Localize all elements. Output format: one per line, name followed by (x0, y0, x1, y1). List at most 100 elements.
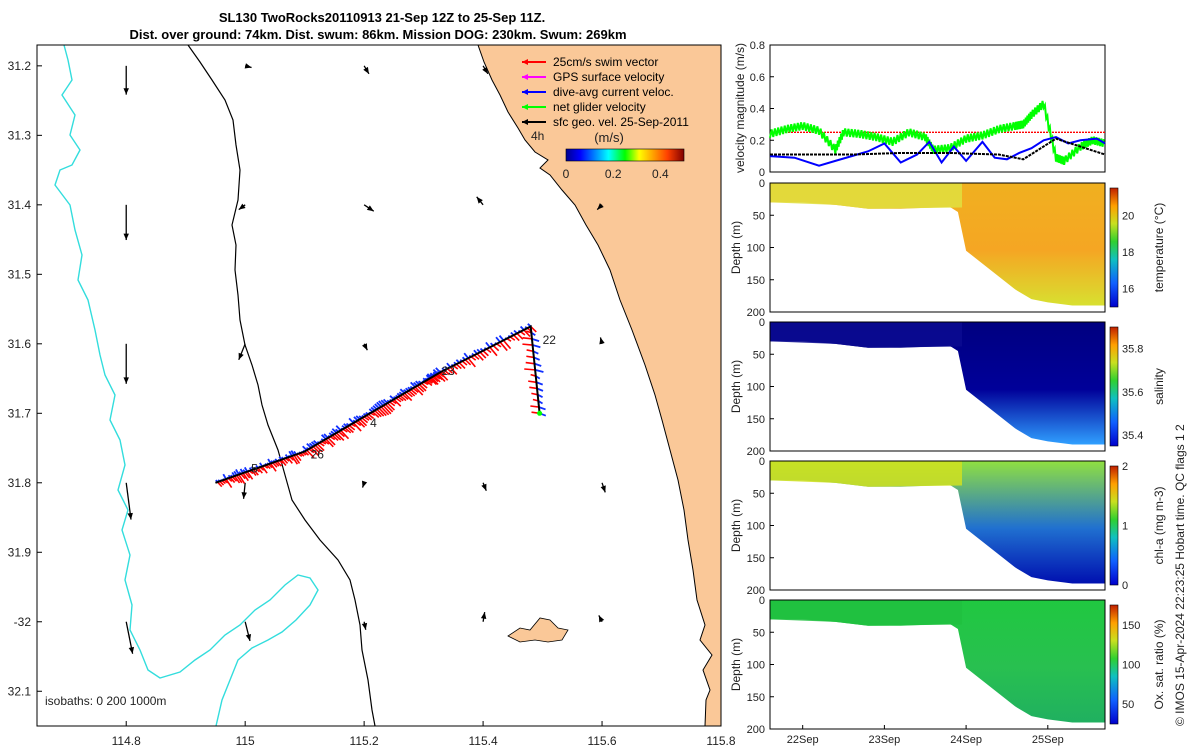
map-x-tick-label: 114.8 (112, 734, 141, 748)
geo-vector-head (244, 63, 252, 69)
swim-vector (357, 419, 366, 428)
track-time-label: 26 (311, 447, 325, 461)
section-y-tick-label: 150 (747, 692, 765, 704)
section-data-field (770, 183, 1105, 306)
geo-vector-head (127, 512, 133, 520)
map-y-tick-label: 31.2 (8, 59, 32, 73)
geo-vector-head (598, 615, 605, 623)
section-y-tick-label: 0 (759, 456, 765, 468)
geo-vector-head (366, 205, 374, 212)
swim-vector (250, 469, 257, 476)
geo-vector (480, 612, 487, 622)
geo-vector (598, 615, 605, 623)
track-time-label: 22 (543, 333, 557, 347)
track-labels: 22 23 4 26 5 (251, 333, 556, 476)
map-x-tick-label: 115.2 (350, 734, 379, 748)
velocity-y-tick-label: 0.4 (750, 104, 765, 116)
geo-vector-head (361, 622, 368, 630)
swim-vector (338, 431, 345, 438)
geo-vector (599, 337, 605, 345)
map-y-ticks: 31.2 31.3 31.4 31.5 31.6 31.7 31.8 31.9 -32 32.1 (8, 59, 42, 698)
geo-vector-head (245, 634, 252, 641)
track-map: 22 23 4 26 5 114.8 115 115.2 115.4 115.6 115.8 31… (8, 44, 736, 748)
swim-vector (287, 456, 293, 464)
current-vector (335, 425, 342, 432)
geo-vector-head (238, 203, 246, 210)
swim-vector (280, 459, 287, 467)
current-vector (495, 336, 501, 343)
swim-vector (236, 474, 243, 484)
swim-vector (367, 413, 375, 420)
speed-colorbar (565, 148, 685, 162)
geo-vector-head (481, 483, 487, 491)
current-vector (531, 337, 540, 342)
swim-vector (253, 468, 259, 476)
geo-vector-head (361, 480, 368, 488)
swim-vector (233, 475, 241, 484)
velocity-series-line (770, 137, 1106, 161)
current-vector (485, 341, 491, 348)
section-colorbar-tick: 1 (1122, 521, 1128, 533)
legend-entry: sfc geo. vel. 25-Sep-2011 (522, 115, 689, 129)
legend-label: dive-avg current veloc. (553, 85, 674, 99)
velocity-series (769, 100, 1106, 167)
legend-label: 25cm/s swim vector (553, 55, 658, 69)
section-colorbar-label: salinity (1152, 368, 1166, 405)
geo-vector (482, 65, 489, 75)
swim-vector (524, 368, 536, 371)
swim-vector (359, 418, 368, 427)
legend-label: sfc geo. vel. 25-Sep-2011 (553, 115, 689, 129)
geo-vector (596, 203, 604, 211)
geo-vector-head (123, 233, 129, 241)
swim-vector (344, 427, 352, 434)
swim-vector (526, 349, 534, 353)
swim-vector (529, 386, 538, 390)
swim-vector (464, 359, 472, 366)
swim-vector (435, 373, 443, 381)
geo-vector-head (238, 352, 244, 360)
velocity-y-tick-label: 0.6 (750, 72, 765, 84)
section-colorbar-tick: 35.4 (1122, 430, 1143, 442)
geo-vector (361, 621, 368, 630)
geo-vector-head (599, 337, 605, 345)
section-y-tick-label: 200 (747, 446, 765, 458)
section-colorbar-tick: 50 (1122, 699, 1134, 711)
geo-vector-head (482, 66, 488, 74)
swim-vector (522, 343, 533, 346)
swim-vector (516, 332, 524, 340)
geo-vector-head (600, 485, 606, 493)
swim-vector (257, 467, 263, 474)
section-colorbar-tick: 18 (1122, 247, 1134, 259)
swim-vector (414, 386, 424, 396)
map-x-tick-label: 115 (236, 734, 255, 748)
geo-vector (123, 65, 129, 95)
swim-vector (418, 383, 427, 392)
section-ylabel: Depth (m) (729, 499, 743, 552)
swim-vector (242, 472, 249, 482)
section-y-tick-label: 50 (753, 627, 765, 639)
geo-vector (362, 343, 368, 351)
swim-vector (378, 407, 387, 417)
swim-vector (384, 403, 394, 413)
swim-vector (246, 471, 254, 480)
geo-vector-head (597, 203, 604, 210)
swim-vector (335, 432, 345, 442)
velocity-series-line (769, 100, 1105, 166)
copyright-text: © IMOS 15-Apr-2024 22:23:25 Hobart time.… (1173, 424, 1187, 726)
velocity-y-tick-label: 0 (759, 167, 765, 179)
legend-entry: GPS surface velocity (522, 70, 664, 84)
velocity-y-tick-label: 0.2 (750, 135, 765, 147)
swim-vector (446, 368, 454, 374)
swim-vector (386, 402, 395, 411)
oxygen-section: 0 50 100 150 200 Depth (m) 50 100 150 Ox. sat. ra… (729, 595, 1166, 746)
swim-vector (229, 477, 236, 484)
geo-vector (363, 204, 375, 212)
section-y-tick-label: 150 (747, 414, 765, 426)
swim-vector (406, 391, 413, 398)
current-vector (463, 352, 469, 359)
current-vector (348, 417, 355, 424)
swim-vector (352, 422, 362, 432)
swim-vector (327, 437, 336, 446)
geo-vector (244, 621, 252, 642)
